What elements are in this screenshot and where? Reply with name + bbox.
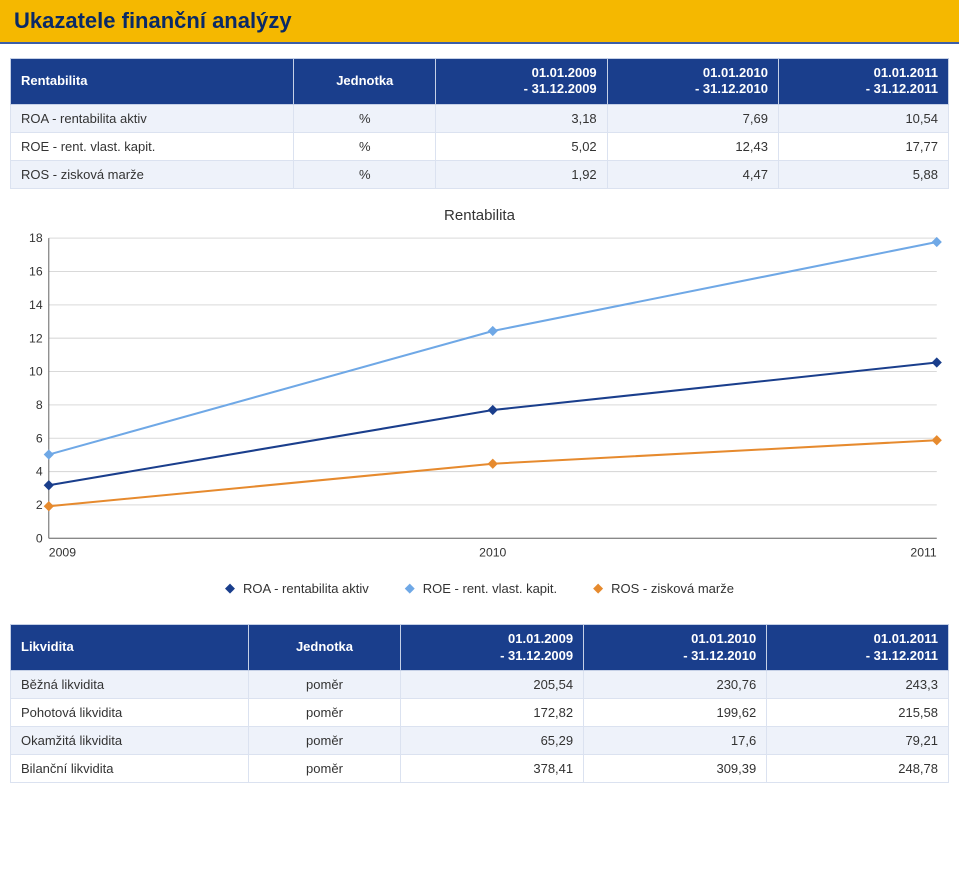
- legend-item: ◆ ROS - zisková marže: [593, 580, 734, 596]
- svg-text:0: 0: [36, 531, 43, 545]
- table-cell: poměr: [248, 670, 400, 698]
- svg-text:18: 18: [29, 231, 43, 245]
- chart-legend: ◆ ROA - rentabilita aktiv ◆ ROE - rent. vla…: [10, 580, 949, 596]
- likvidita-tbody: Běžná likviditapoměr205,54230,76243,3Poh…: [11, 670, 949, 782]
- table-cell: poměr: [248, 726, 400, 754]
- table-cell: 230,76: [584, 670, 767, 698]
- table-cell: ROE - rent. vlast. kapit.: [11, 132, 294, 160]
- table-cell: 17,6: [584, 726, 767, 754]
- likvidita-section: Likvidita Jednotka 01.01.2009 - 31.12.20…: [10, 624, 949, 783]
- table-cell: 199,62: [584, 698, 767, 726]
- table-cell: 205,54: [401, 670, 584, 698]
- rentabilita-section: Rentabilita Jednotka 01.01.2009 - 31.12.…: [10, 58, 949, 189]
- table-cell: 17,77: [778, 132, 948, 160]
- legend-item: ◆ ROA - rentabilita aktiv: [225, 580, 369, 596]
- table-row: Bilanční likviditapoměr378,41309,39248,7…: [11, 754, 949, 782]
- table-row: Okamžitá likviditapoměr65,2917,679,21: [11, 726, 949, 754]
- legend-label: ROS - zisková marže: [611, 581, 734, 596]
- col-2010: 01.01.2010 - 31.12.2010: [607, 59, 778, 105]
- table-cell: ROA - rentabilita aktiv: [11, 104, 294, 132]
- table-cell: 79,21: [767, 726, 949, 754]
- table-cell: poměr: [248, 698, 400, 726]
- col-2009: 01.01.2009 - 31.12.2009: [401, 625, 584, 671]
- table-row: ROA - rentabilita aktiv%3,187,6910,54: [11, 104, 949, 132]
- svg-text:2: 2: [36, 497, 43, 511]
- table-cell: 243,3: [767, 670, 949, 698]
- table-cell: %: [294, 132, 436, 160]
- table-cell: 1,92: [436, 160, 607, 188]
- svg-text:8: 8: [36, 397, 43, 411]
- table-cell: 248,78: [767, 754, 949, 782]
- table-cell: 378,41: [401, 754, 584, 782]
- svg-text:2009: 2009: [49, 545, 76, 559]
- table-cell: poměr: [248, 754, 400, 782]
- svg-text:2010: 2010: [479, 545, 506, 559]
- table-cell: Bilanční likvidita: [11, 754, 249, 782]
- table-cell: %: [294, 104, 436, 132]
- table-cell: Pohotová likvidita: [11, 698, 249, 726]
- table-cell: 5,88: [778, 160, 948, 188]
- svg-text:6: 6: [36, 431, 43, 445]
- page-title: Ukazatele finanční analýzy: [14, 8, 945, 34]
- table-cell: 10,54: [778, 104, 948, 132]
- table-cell: 4,47: [607, 160, 778, 188]
- legend-label: ROA - rentabilita aktiv: [243, 581, 369, 596]
- table-cell: 7,69: [607, 104, 778, 132]
- table-cell: %: [294, 160, 436, 188]
- legend-marker-icon: ◆: [225, 580, 235, 596]
- svg-text:14: 14: [29, 297, 43, 311]
- col-2011: 01.01.2011 - 31.12.2011: [767, 625, 949, 671]
- table-header-row: Rentabilita Jednotka 01.01.2009 - 31.12.…: [11, 59, 949, 105]
- table-row: Pohotová likviditapoměr172,82199,62215,5…: [11, 698, 949, 726]
- legend-marker-icon: ◆: [405, 580, 415, 596]
- table-cell: 309,39: [584, 754, 767, 782]
- rentabilita-tbody: ROA - rentabilita aktiv%3,187,6910,54ROE…: [11, 104, 949, 188]
- col-metric: Rentabilita: [11, 59, 294, 105]
- table-cell: ROS - zisková marže: [11, 160, 294, 188]
- col-2010: 01.01.2010 - 31.12.2010: [584, 625, 767, 671]
- table-cell: 215,58: [767, 698, 949, 726]
- legend-item: ◆ ROE - rent. vlast. kapit.: [405, 580, 557, 596]
- table-cell: 65,29: [401, 726, 584, 754]
- col-unit: Jednotka: [294, 59, 436, 105]
- table-row: Běžná likviditapoměr205,54230,76243,3: [11, 670, 949, 698]
- col-2009: 01.01.2009 - 31.12.2009: [436, 59, 607, 105]
- svg-text:2011: 2011: [910, 545, 937, 559]
- table-cell: 172,82: [401, 698, 584, 726]
- page-title-bar: Ukazatele finanční analýzy: [0, 0, 959, 44]
- chart-title: Rentabilita: [10, 207, 949, 224]
- rentabilita-line-chart: 0 2 4 6 8 10 12 14 16 18 2009 2010 2011: [10, 230, 949, 567]
- table-row: ROE - rent. vlast. kapit.%5,0212,4317,77: [11, 132, 949, 160]
- table-cell: 3,18: [436, 104, 607, 132]
- table-cell: 5,02: [436, 132, 607, 160]
- svg-text:16: 16: [29, 264, 43, 278]
- col-metric: Likvidita: [11, 625, 249, 671]
- likvidita-table: Likvidita Jednotka 01.01.2009 - 31.12.20…: [10, 624, 949, 783]
- legend-label: ROE - rent. vlast. kapit.: [423, 581, 557, 596]
- table-header-row: Likvidita Jednotka 01.01.2009 - 31.12.20…: [11, 625, 949, 671]
- rentabilita-table: Rentabilita Jednotka 01.01.2009 - 31.12.…: [10, 58, 949, 189]
- svg-text:10: 10: [29, 364, 43, 378]
- legend-marker-icon: ◆: [593, 580, 603, 596]
- table-row: ROS - zisková marže%1,924,475,88: [11, 160, 949, 188]
- table-cell: 12,43: [607, 132, 778, 160]
- svg-text:4: 4: [36, 464, 43, 478]
- col-unit: Jednotka: [248, 625, 400, 671]
- rentabilita-chart-wrap: Rentabilita 024681012141618200920102011 …: [10, 207, 949, 597]
- col-2011: 01.01.2011 - 31.12.2011: [778, 59, 948, 105]
- table-cell: Okamžitá likvidita: [11, 726, 249, 754]
- table-cell: Běžná likvidita: [11, 670, 249, 698]
- svg-text:12: 12: [29, 331, 43, 345]
